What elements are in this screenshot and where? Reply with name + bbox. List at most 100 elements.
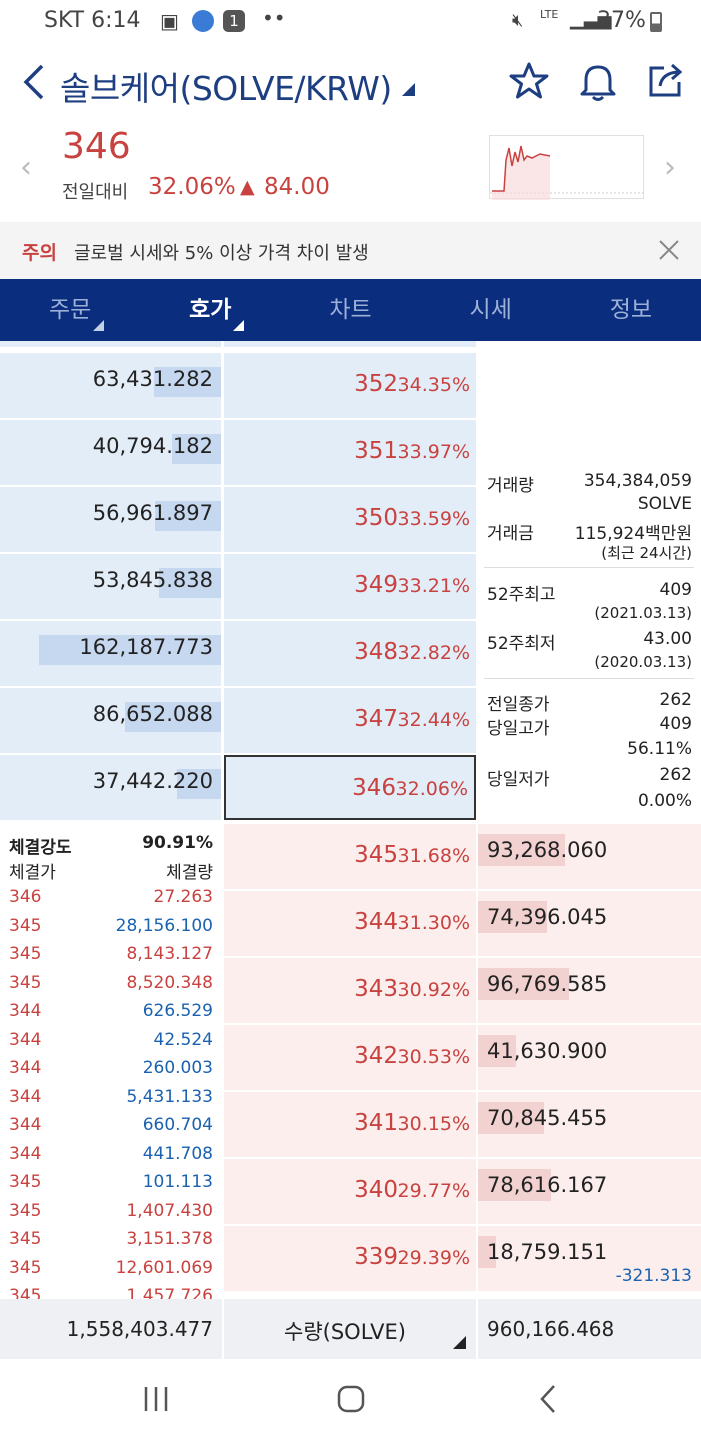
bid-volume-bar	[478, 901, 547, 933]
more-notifications-icon: ••	[262, 6, 286, 30]
volume-unit: SOLVE	[637, 494, 692, 514]
trade-row: 346 27.263	[0, 885, 221, 911]
ask-qty-cell[interactable]: 37,442.220	[0, 755, 221, 820]
tab-info[interactable]: 정보	[561, 279, 701, 341]
trade-row: 344 260.003	[0, 1056, 221, 1082]
ask-price-cell[interactable]: 352 34.35%	[224, 353, 476, 418]
share-button[interactable]	[646, 60, 686, 104]
bid-price-cell[interactable]: 340 29.77%	[224, 1159, 476, 1224]
next-coin-button[interactable]: ›	[664, 150, 676, 185]
bid-qty-cell[interactable]: 93,268.060	[478, 824, 701, 889]
favorite-button[interactable]	[509, 61, 549, 105]
volume-label: 거래량	[487, 476, 534, 496]
ask-qty-cell[interactable]: 162,187.773	[0, 621, 221, 686]
market-dropdown-icon[interactable]	[402, 83, 415, 96]
low52-date: (2020.03.13)	[594, 653, 692, 671]
system-back-button[interactable]	[536, 1383, 560, 1419]
ask-qty-cell[interactable]: 63,431.282	[0, 353, 221, 418]
signal-icon: ▁▃▅	[570, 9, 612, 30]
ask-price: 347	[354, 706, 398, 732]
bid-qty-cell[interactable]: 41,630.900	[478, 1025, 701, 1090]
ask-qty-cell[interactable]: 86,652.088	[0, 688, 221, 753]
ask-qty: 53,845.838	[92, 568, 213, 592]
bid-volume-bar	[478, 1236, 496, 1268]
low52-label: 52주최저	[487, 634, 556, 654]
bid-qty-cell[interactable]: 70,845.455	[478, 1092, 701, 1157]
trade-price: 345	[9, 1229, 42, 1249]
unit-label: 수량(SOLVE)	[284, 1320, 406, 1344]
ask-price-cell[interactable]: 351 33.97%	[224, 420, 476, 485]
bid-price-cell[interactable]: 344 31.30%	[224, 891, 476, 956]
bid-price-cell[interactable]: 341 30.15%	[224, 1092, 476, 1157]
bid-qty: 41,630.900	[487, 1039, 608, 1063]
tab-orderbook[interactable]: 호가	[140, 279, 280, 341]
bid-percent: 30.53%	[397, 1046, 470, 1068]
back-button[interactable]	[16, 60, 52, 104]
prev-close-label: 전일종가	[487, 695, 550, 715]
notice-text: 글로벌 시세와 5% 이상 가격 차이 발생	[74, 243, 369, 264]
mini-chart[interactable]	[489, 135, 645, 200]
notice-banner: 주의 글로벌 시세와 5% 이상 가격 차이 발생	[0, 222, 701, 279]
bid-price-cell[interactable]: 345 31.68%	[224, 824, 476, 889]
trade-price: 346	[9, 887, 42, 907]
bid-price: 339	[354, 1244, 398, 1270]
up-arrow-icon: ▲	[240, 176, 255, 198]
ask-volume-bar	[177, 769, 221, 799]
trade-row: 344 5,431.133	[0, 1085, 221, 1111]
unit-dropdown-icon	[453, 1336, 466, 1349]
trade-row: 345 28,156.100	[0, 914, 221, 940]
bid-price-cell[interactable]: 339 29.39%	[224, 1226, 476, 1291]
trade-row: 345 8,143.127	[0, 942, 221, 968]
trade-qty: 42.524	[153, 1029, 213, 1050]
ask-qty-cell[interactable]: 53,845.838	[0, 554, 221, 619]
day-low-value: 262	[659, 765, 692, 785]
ask-price-cell[interactable]: 350 33.59%	[224, 487, 476, 552]
ask-qty-cell[interactable]: 56,961.897	[0, 487, 221, 552]
market-title[interactable]: 솔브케어(SOLVE/KRW)	[60, 69, 392, 108]
ask-qty-cell[interactable]: 40,794.182	[0, 420, 221, 485]
bid-qty-cell[interactable]: 18,759.151	[478, 1226, 701, 1291]
bid-price: 345	[354, 842, 398, 868]
ask-price-cell[interactable]: 346 32.06%	[224, 755, 476, 820]
trade-row: 345 101.113	[0, 1170, 221, 1196]
carrier-time: SKT 6:14	[44, 8, 141, 33]
ask-price-cell[interactable]: 348 32.82%	[224, 621, 476, 686]
bid-percent: 29.77%	[397, 1180, 470, 1202]
bid-qty-cell[interactable]: 74,396.045	[478, 891, 701, 956]
day-high-percent: 56.11%	[627, 739, 692, 759]
trade-price: 344	[9, 1115, 42, 1135]
prev-coin-button[interactable]: ‹	[20, 150, 32, 185]
network-type: LTE	[540, 8, 559, 21]
recent-apps-button[interactable]	[142, 1385, 170, 1417]
bid-qty-cell[interactable]: 96,769.585	[478, 958, 701, 1023]
bid-price-cell[interactable]: 343 30.92%	[224, 958, 476, 1023]
bid-qty: 96,769.585	[487, 972, 608, 996]
home-button[interactable]	[336, 1384, 366, 1418]
close-notice-button[interactable]	[657, 238, 681, 266]
bid-price-cell[interactable]: 342 30.53%	[224, 1025, 476, 1090]
bid-qty-cell[interactable]: 78,616.167	[478, 1159, 701, 1224]
badge-icon: 1	[223, 10, 245, 32]
ask-volume-bar	[155, 501, 221, 531]
bid-qty: 70,845.455	[487, 1106, 608, 1130]
tab-market[interactable]: 시세	[421, 279, 561, 341]
ask-price-cell[interactable]: 347 32.44%	[224, 688, 476, 753]
ask-percent: 33.59%	[397, 508, 470, 530]
unit-selector[interactable]: 수량(SOLVE)	[224, 1299, 476, 1359]
tab-chart[interactable]: 차트	[280, 279, 420, 341]
ask-price-cell[interactable]: 349 33.21%	[224, 554, 476, 619]
ask-qty: 162,187.773	[79, 635, 213, 659]
stats-panel: 거래량 354,384,059 SOLVE 거래금 115,924백만원 (최근…	[478, 341, 701, 821]
ask-price: 351	[354, 438, 398, 464]
orderbook: 63,431.282 352 34.35% 40,794.182 351 33.…	[0, 341, 701, 1299]
trade-qty: 101.113	[142, 1172, 213, 1192]
tab-order[interactable]: 주문	[0, 279, 140, 341]
trade-qty: 8,520.348	[126, 972, 213, 993]
trade-qty: 1,407.430	[126, 1200, 213, 1221]
trade-row: 344 441.708	[0, 1142, 221, 1168]
alarm-button[interactable]	[578, 60, 618, 106]
trade-qty: 28,156.100	[115, 915, 213, 936]
trade-price: 345	[9, 1200, 42, 1221]
battery-level: 37%	[597, 8, 646, 33]
bid-volume-bar	[478, 1035, 516, 1067]
